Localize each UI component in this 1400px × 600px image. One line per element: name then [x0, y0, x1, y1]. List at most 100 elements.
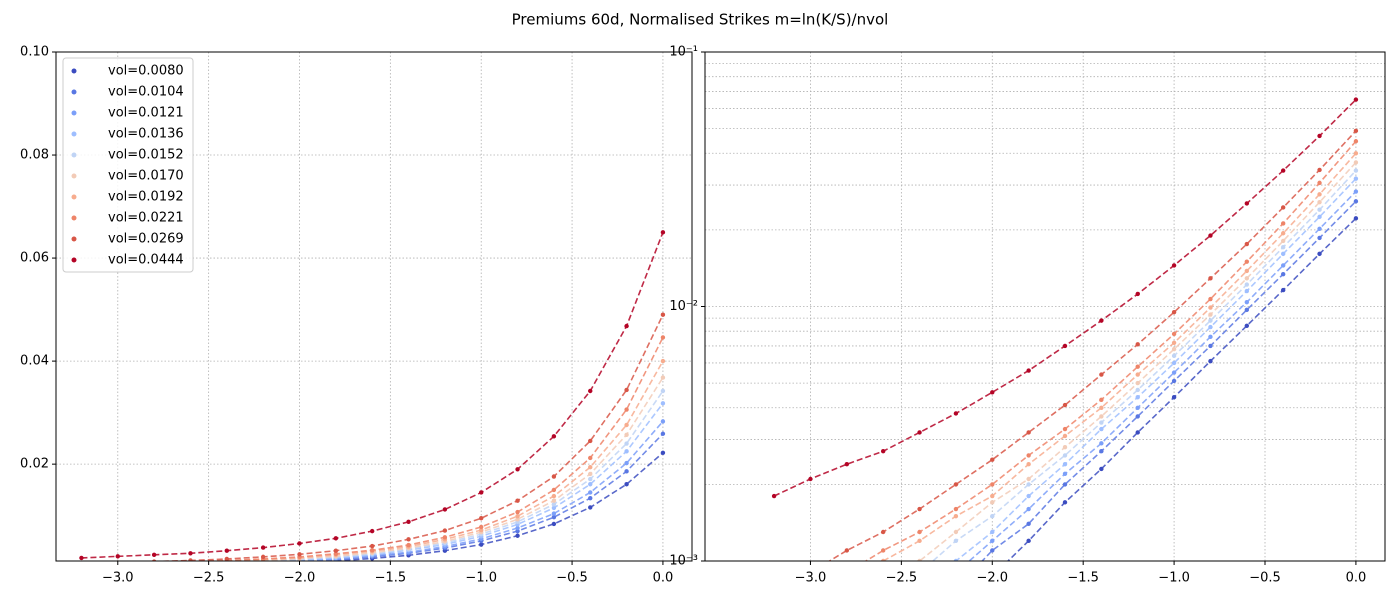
- data-point: [624, 432, 629, 437]
- data-point: [1317, 226, 1322, 231]
- data-point: [917, 538, 922, 544]
- data-point: [771, 493, 777, 499]
- data-point: [551, 521, 557, 527]
- data-point: [1280, 231, 1286, 236]
- data-point: [1244, 323, 1250, 328]
- data-point: [551, 515, 557, 520]
- data-point: [1244, 241, 1250, 247]
- data-point: [442, 528, 448, 533]
- data-point: [1171, 370, 1177, 375]
- legend-marker: [71, 173, 77, 179]
- data-point: [1062, 426, 1068, 432]
- data-point: [1135, 430, 1140, 435]
- data-point: [1244, 307, 1250, 313]
- data-point: [1317, 251, 1322, 257]
- data-point: [1353, 139, 1359, 144]
- data-point: [1244, 299, 1250, 305]
- data-point: [1135, 342, 1140, 347]
- data-point: [1026, 462, 1031, 467]
- data-point: [1026, 368, 1031, 373]
- data-point: [660, 401, 666, 406]
- data-point: [333, 548, 339, 553]
- data-point: [1317, 133, 1322, 139]
- x-tick-label: −1.0: [465, 571, 497, 586]
- data-point: [1280, 168, 1286, 173]
- data-point: [953, 411, 959, 416]
- data-point: [1171, 340, 1177, 346]
- data-point: [1171, 263, 1177, 268]
- data-point: [1353, 97, 1359, 102]
- data-point: [1099, 318, 1104, 323]
- y-tick-label: 10⁻¹: [669, 45, 698, 60]
- axes-frame: [55, 51, 693, 562]
- data-point: [1353, 176, 1359, 181]
- legend-label: vol=0.0152: [108, 148, 184, 163]
- data-point: [624, 482, 629, 487]
- legend-label: vol=0.0121: [108, 106, 184, 121]
- data-point: [588, 438, 593, 444]
- data-point: [624, 387, 629, 393]
- data-point: [1099, 426, 1104, 432]
- data-point: [624, 407, 629, 412]
- data-point: [624, 441, 629, 446]
- data-point: [1353, 168, 1359, 173]
- data-point: [479, 542, 484, 547]
- data-point: [1171, 346, 1177, 352]
- data-point: [1062, 402, 1068, 408]
- legend-marker: [71, 215, 77, 221]
- data-point: [1099, 397, 1104, 402]
- y-tick-label: 10⁻²: [669, 299, 698, 314]
- data-point: [1171, 395, 1177, 400]
- data-point: [515, 509, 520, 515]
- data-point: [1062, 500, 1068, 505]
- y-tick-label: 0.04: [20, 354, 49, 369]
- data-point: [1280, 263, 1286, 268]
- data-point: [588, 476, 593, 482]
- data-point: [624, 449, 629, 454]
- data-point: [624, 469, 629, 474]
- data-point: [880, 558, 886, 561]
- legend-label: vol=0.0269: [108, 232, 184, 247]
- data-point: [1135, 405, 1140, 410]
- x-tick-label: −2.5: [193, 571, 225, 586]
- data-point: [369, 528, 375, 534]
- legend-box: [62, 57, 194, 273]
- data-point: [1317, 167, 1322, 173]
- data-point: [1026, 493, 1031, 499]
- data-point: [1280, 205, 1286, 210]
- series-line: [198, 360, 664, 561]
- data-point: [1171, 353, 1177, 359]
- x-tick-label: −2.0: [284, 571, 316, 586]
- data-point: [297, 552, 302, 557]
- data-point: [1208, 296, 1213, 302]
- figure-title: Premiums 60d, Normalised Strikes m=ln(K/…: [512, 11, 889, 29]
- data-point: [990, 500, 995, 505]
- data-point: [917, 529, 922, 535]
- legend-label: vol=0.0136: [108, 127, 184, 142]
- x-tick-label: 0.0: [1346, 571, 1367, 586]
- data-point: [660, 375, 666, 380]
- data-point: [624, 460, 629, 466]
- data-point: [1353, 216, 1359, 221]
- series-line: [232, 377, 664, 561]
- data-point: [1208, 334, 1213, 340]
- data-point: [1062, 453, 1068, 458]
- legend-marker: [71, 194, 77, 200]
- data-point: [1317, 199, 1322, 205]
- data-point: [1026, 506, 1031, 512]
- data-point: [1353, 189, 1359, 194]
- data-point: [1353, 128, 1359, 134]
- data-point: [1244, 259, 1250, 264]
- data-point: [515, 533, 520, 538]
- data-point: [1026, 521, 1031, 527]
- data-point: [1280, 238, 1286, 244]
- data-point: [624, 323, 629, 329]
- data-point: [442, 507, 448, 512]
- data-point: [990, 513, 995, 519]
- data-point: [588, 388, 593, 394]
- data-point: [990, 548, 995, 553]
- legend-label: vol=0.0221: [108, 211, 184, 226]
- data-point: [1171, 378, 1177, 384]
- data-point: [660, 419, 666, 424]
- data-point: [115, 554, 120, 559]
